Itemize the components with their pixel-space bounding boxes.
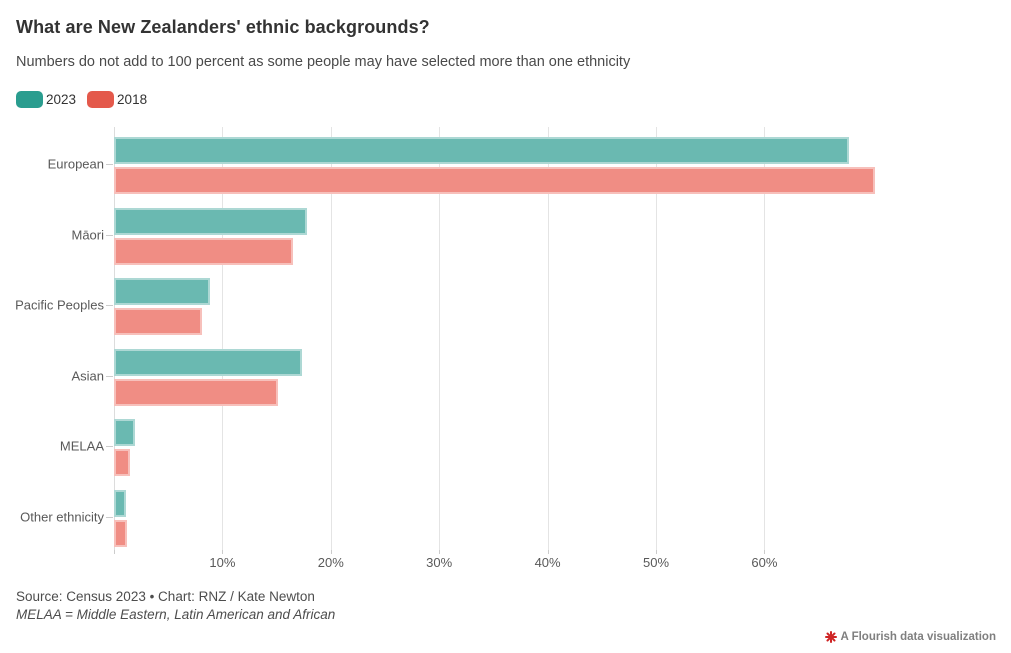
x-axis-tick-label: 60% <box>751 555 778 570</box>
bar-2023-melaa[interactable] <box>114 419 135 447</box>
x-axis-tick-label: 30% <box>426 555 453 570</box>
flourish-logo-icon <box>824 631 837 643</box>
x-axis-tick-label: 20% <box>317 555 344 570</box>
bar-2023-pacific-peoples[interactable] <box>114 278 211 306</box>
gridline-30pct <box>439 127 441 550</box>
bar-2018-pacific-peoples[interactable] <box>114 308 202 336</box>
x-axis-tick-10pct <box>222 550 224 554</box>
bar-2018-other-ethnicity[interactable] <box>114 519 127 547</box>
legend-swatch-2018 <box>87 91 115 108</box>
bar-2018-asian[interactable] <box>114 378 278 406</box>
x-axis-tick-label: 40% <box>534 555 561 570</box>
category-label-other-ethnicity: Other ethnicity <box>20 509 104 525</box>
x-axis-tick-0pct <box>114 550 115 554</box>
bar-2018-european[interactable] <box>114 167 875 195</box>
legend-item-2023: 2023 <box>16 91 76 108</box>
x-axis-tick-20pct <box>330 550 332 554</box>
category-axis-tick <box>106 164 113 166</box>
category-axis-tick <box>106 305 113 307</box>
gridline-50pct <box>656 127 657 550</box>
legend: 2023 2018 <box>16 91 147 108</box>
gridline-0pct <box>114 127 115 550</box>
flourish-attribution-label: A Flourish data visualization <box>840 631 997 643</box>
bar-2023-other-ethnicity[interactable] <box>114 489 126 517</box>
category-axis-tick <box>106 234 113 236</box>
x-axis-tick-label: 50% <box>642 555 670 570</box>
legend-item-2018: 2018 <box>87 91 147 108</box>
legend-label-2018: 2018 <box>117 92 148 107</box>
bar-2018-m-ori[interactable] <box>114 237 293 265</box>
category-label-melaa: MELAA <box>59 438 104 454</box>
category-label-pacific-peoples: Pacific Peoples <box>15 297 104 313</box>
x-axis-tick-30pct <box>439 550 441 554</box>
x-axis-tick-40pct <box>547 550 549 554</box>
chart-title: What are New Zealanders' ethnic backgrou… <box>16 17 430 37</box>
category-axis-tick <box>106 516 113 518</box>
category-axis-tick <box>106 375 113 377</box>
bar-2023-asian[interactable] <box>114 348 302 376</box>
bar-2023-m-ori[interactable] <box>114 207 307 235</box>
flourish-attribution-link[interactable]: A Flourish data visualization <box>824 631 997 643</box>
x-axis-tick-50pct <box>656 550 657 554</box>
legend-label-2023: 2023 <box>46 92 77 107</box>
chart-subtitle: Numbers do not add to 100 percent as som… <box>16 54 631 70</box>
category-axis-tick <box>106 446 113 448</box>
category-label-european: European <box>47 156 104 172</box>
x-axis-tick-60pct <box>764 550 766 554</box>
category-label-asian: Asian <box>71 368 104 384</box>
category-label-m-ori: Māori <box>71 227 104 243</box>
gridline-40pct <box>547 127 549 550</box>
footnote-melaa: MELAA = Middle Eastern, Latin American a… <box>16 607 336 622</box>
bar-2018-melaa[interactable] <box>114 449 131 477</box>
source-credit: Source: Census 2023 • Chart: RNZ / Kate … <box>16 589 315 604</box>
x-axis-tick-label: 10% <box>209 555 236 570</box>
bar-2023-european[interactable] <box>114 137 849 165</box>
gridline-60pct <box>764 127 766 550</box>
gridline-10pct <box>222 127 224 550</box>
gridline-20pct <box>330 127 332 550</box>
legend-swatch-2023 <box>16 91 43 108</box>
